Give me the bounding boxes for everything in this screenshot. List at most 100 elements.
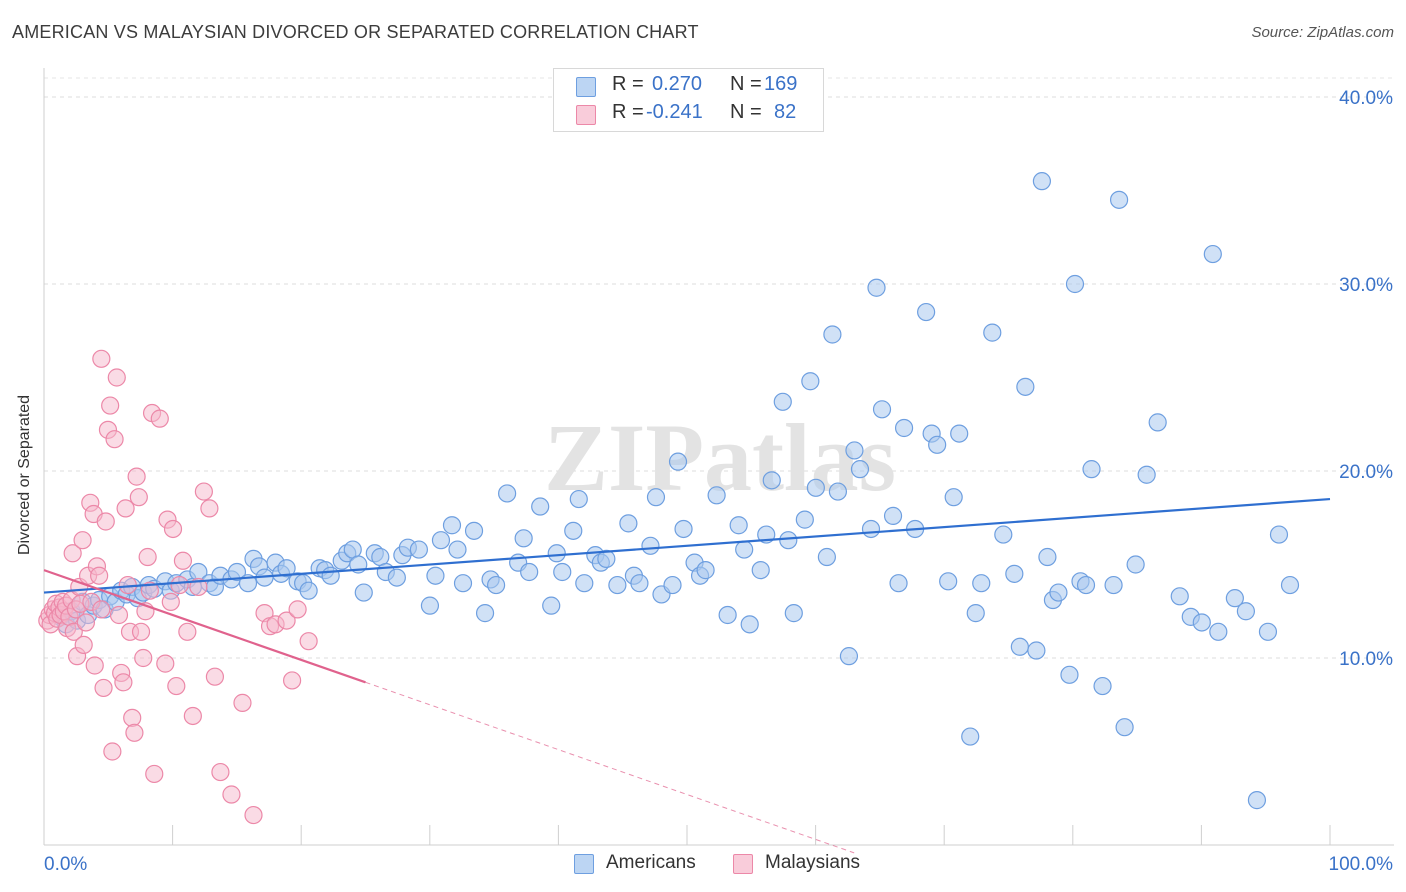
malaysian-point <box>205 667 225 686</box>
malaysian-point <box>183 706 202 726</box>
american-point <box>707 486 726 505</box>
american-point <box>498 484 517 503</box>
y-tick-label: 10.0% <box>1339 649 1393 670</box>
grid-lines <box>44 77 1394 659</box>
american-point <box>448 540 467 559</box>
american-point <box>1269 525 1289 544</box>
american-point <box>983 323 1002 342</box>
malaysian-point <box>105 430 124 449</box>
american-point <box>1280 575 1300 595</box>
american-point <box>729 516 748 535</box>
legend-swatch-americans <box>574 854 594 874</box>
malaysian-point <box>134 648 153 668</box>
malaysian-point <box>173 551 193 570</box>
american-point <box>542 596 561 615</box>
american-point <box>1225 589 1244 608</box>
american-point <box>845 441 864 460</box>
american-point <box>630 574 649 593</box>
american-point <box>1076 575 1096 595</box>
malaysian-point <box>178 622 197 641</box>
malaysian-point <box>125 723 144 742</box>
american-point <box>894 418 914 438</box>
american-point <box>850 460 870 479</box>
american-point <box>553 562 572 582</box>
american-point <box>718 605 737 625</box>
american-point <box>751 561 770 580</box>
malaysian-point <box>244 805 263 825</box>
malaysian-point <box>145 764 164 784</box>
legend-swatch-americans <box>576 77 596 97</box>
american-point <box>1115 718 1134 737</box>
american-point <box>917 302 936 322</box>
data-points <box>38 172 1300 825</box>
r-value-americans: 0.270 <box>652 73 703 95</box>
american-point <box>409 540 429 559</box>
american-point <box>1236 602 1255 621</box>
r-label: R = <box>612 73 644 95</box>
malaysian-point <box>163 519 183 539</box>
american-point <box>646 488 666 507</box>
legend-label-malaysians: Malaysians <box>765 852 861 873</box>
american-point <box>1093 676 1112 696</box>
malaysian-point <box>101 396 120 415</box>
american-point <box>1209 622 1228 641</box>
american-point <box>520 562 539 582</box>
american-point <box>972 574 991 593</box>
american-point <box>1148 413 1167 432</box>
malaysians-trend-line <box>43 569 366 684</box>
american-point <box>1065 274 1085 294</box>
tick-labels: 10.0% 20.0% 30.0% 40.0% 0.0% 100.0% <box>44 88 1393 875</box>
american-point <box>1049 583 1068 602</box>
r-value-malaysians: -0.241 <box>646 101 703 123</box>
n-label: N = <box>730 101 762 123</box>
malaysian-point <box>140 581 159 600</box>
american-point <box>1016 377 1035 396</box>
y-tick-label: 30.0% <box>1339 275 1393 296</box>
american-point <box>674 519 693 539</box>
american-point <box>801 372 820 391</box>
american-point <box>547 544 566 563</box>
y-tick-label: 20.0% <box>1339 462 1393 483</box>
malaysians-trend-extension <box>365 681 855 854</box>
legend-label-americans: Americans <box>606 852 696 873</box>
american-point <box>426 566 445 585</box>
american-point <box>762 471 781 490</box>
american-point <box>817 547 836 567</box>
legend-swatch-malaysians <box>576 105 596 125</box>
american-point <box>883 506 903 525</box>
american-point <box>464 521 484 540</box>
malaysian-point <box>222 785 241 804</box>
american-point <box>663 575 682 595</box>
malaysian-point <box>107 368 126 387</box>
american-point <box>1203 244 1222 264</box>
malaysian-point <box>90 566 109 585</box>
malaysian-point <box>150 409 169 428</box>
malaysian-point <box>170 575 189 595</box>
malaysian-point <box>299 632 318 651</box>
american-point <box>773 392 792 411</box>
legend-swatch-malaysians <box>733 854 753 874</box>
malaysian-point <box>127 467 146 486</box>
malaysian-point <box>161 592 180 612</box>
malaysian-point <box>92 349 111 368</box>
malaysian-point <box>116 499 135 518</box>
malaysian-point <box>233 693 252 712</box>
correlation-legend: R = 0.270 N = 169 R = -0.241 N = 82 <box>553 68 824 132</box>
n-value-malaysians: 82 <box>774 101 797 123</box>
american-point <box>839 647 859 666</box>
american-point <box>453 574 473 593</box>
american-point <box>740 615 759 634</box>
american-point <box>608 575 627 595</box>
american-point <box>619 514 638 533</box>
american-point <box>354 583 373 602</box>
american-point <box>597 549 616 568</box>
american-point <box>1032 172 1052 191</box>
american-point <box>1192 613 1211 632</box>
american-point <box>696 561 715 580</box>
american-point <box>823 325 842 344</box>
american-point <box>486 575 506 595</box>
americans-trend-line <box>43 497 1331 594</box>
malaysian-point <box>200 499 219 518</box>
malaysian-point <box>92 600 111 619</box>
